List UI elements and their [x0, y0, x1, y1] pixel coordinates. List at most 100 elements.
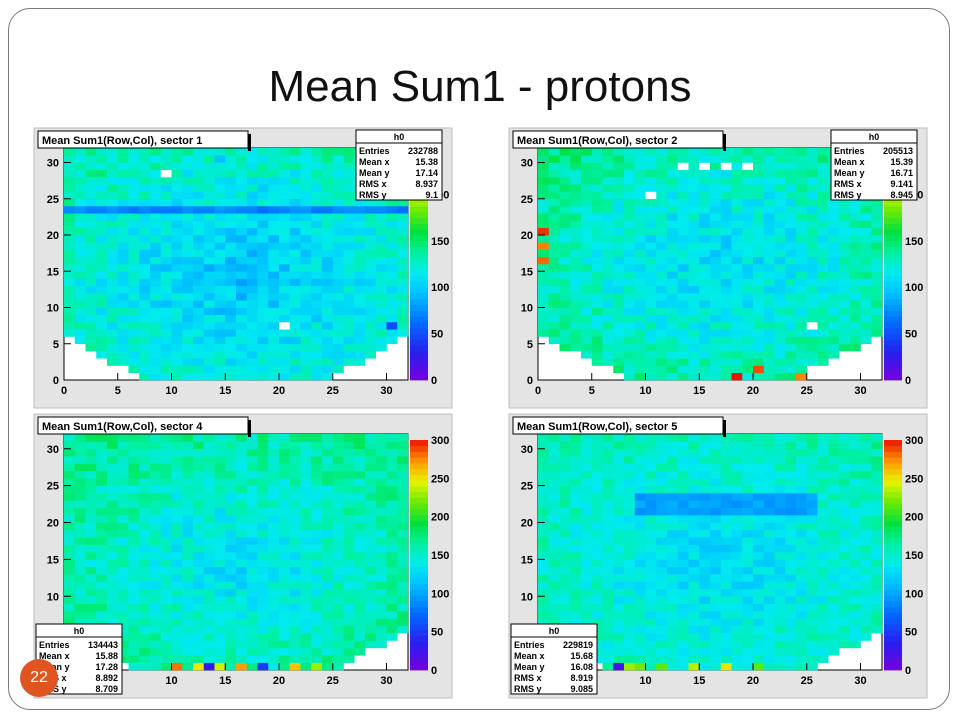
heatmap-cell — [763, 603, 775, 612]
heatmap-cell — [602, 213, 614, 221]
heatmap-cell — [139, 625, 151, 634]
heatmap-cell — [214, 470, 226, 479]
heatmap-cell — [634, 336, 646, 345]
heatmap-cell — [677, 285, 689, 294]
heatmap-cell — [160, 611, 172, 619]
heatmap-cell — [74, 537, 86, 545]
heatmap-cell — [710, 559, 722, 568]
heatmap-cell — [742, 329, 754, 337]
heatmap-cell — [860, 618, 872, 627]
heatmap-cell — [828, 611, 840, 619]
heatmap-cell — [742, 365, 754, 374]
heatmap-cell — [268, 184, 280, 192]
heatmap-cell — [849, 485, 861, 494]
heatmap-cell — [774, 655, 786, 663]
heatmap-cell — [182, 336, 194, 345]
heatmap-cell — [753, 566, 765, 575]
colorbar-segment — [884, 474, 902, 481]
colorbar-tick-label: 300 — [431, 435, 449, 447]
heatmap-cell — [634, 242, 646, 250]
heatmap-cell — [613, 647, 625, 656]
heatmap-cell — [365, 463, 377, 472]
heatmap-cell — [656, 329, 668, 337]
heatmap-cell — [236, 372, 248, 381]
heatmap-cell — [656, 351, 668, 359]
heatmap-cell — [645, 220, 657, 229]
heatmap-cell — [774, 242, 786, 250]
heatmap-cell — [742, 184, 754, 192]
heatmap-cell — [117, 213, 129, 221]
heatmap-cell — [343, 322, 355, 330]
heatmap-cell — [375, 478, 387, 486]
heatmap-cell — [268, 537, 280, 545]
heatmap-cell — [117, 256, 129, 265]
heatmap-cell — [731, 365, 743, 374]
heatmap-cell — [160, 596, 172, 604]
heatmap-cell — [720, 184, 732, 192]
heatmap-cell — [559, 588, 571, 597]
heatmap-cell — [322, 493, 334, 501]
heatmap-cell — [548, 184, 560, 192]
heatmap-cell — [236, 463, 248, 472]
heatmap-cell — [828, 448, 840, 457]
heatmap-cell — [193, 184, 205, 192]
stats-value: 17.28 — [95, 662, 118, 672]
heatmap-cell — [236, 365, 248, 374]
heatmap-cell — [225, 206, 237, 214]
heatmap-cell — [96, 256, 108, 265]
heatmap-cell — [74, 470, 86, 479]
heatmap-cell — [354, 485, 366, 494]
heatmap-cell — [785, 300, 797, 308]
heatmap-cell — [785, 529, 797, 538]
heatmap-cell — [602, 220, 614, 229]
heatmap-cell — [289, 470, 301, 479]
heatmap-cell — [720, 611, 732, 619]
heatmap-cell — [160, 177, 172, 185]
heatmap-cell — [763, 358, 775, 366]
heatmap-cell — [300, 633, 312, 641]
heatmap-cell — [182, 603, 194, 612]
heatmap-cell — [96, 537, 108, 545]
heatmap-cell — [860, 596, 872, 604]
heatmap-cell — [257, 456, 269, 464]
y-tick-label: 10 — [521, 303, 533, 315]
heatmap-cell — [117, 470, 129, 479]
heatmap-cell — [839, 206, 851, 214]
heatmap-cell — [107, 448, 119, 457]
heatmap-cell — [849, 493, 861, 501]
colorbar-segment — [410, 486, 428, 493]
heatmap-cell — [860, 588, 872, 597]
heatmap-cell — [559, 485, 571, 494]
heatmap-cell — [236, 285, 248, 294]
heatmap-cell — [602, 264, 614, 272]
heatmap-cell — [817, 655, 829, 663]
heatmap-cell — [225, 552, 237, 560]
heatmap-cell — [279, 206, 291, 214]
heatmap-cell — [354, 588, 366, 597]
heatmap-cell — [150, 463, 162, 472]
heatmap-cell — [538, 485, 550, 494]
heatmap-cell — [581, 552, 593, 560]
heatmap-cell — [624, 155, 636, 163]
heatmap-cell — [354, 574, 366, 582]
heatmap-cell — [559, 456, 571, 464]
heatmap-cell — [624, 662, 636, 671]
heatmap-cell — [763, 372, 775, 381]
heatmap-cell — [74, 478, 86, 486]
heatmap-cell — [386, 448, 398, 457]
heatmap-cell — [203, 537, 215, 545]
heatmap-cell — [96, 242, 108, 250]
heatmap-cell — [171, 625, 183, 634]
heatmap-cell — [365, 625, 377, 634]
heatmap-cell — [193, 500, 205, 509]
colorbar-segment — [410, 629, 428, 636]
heatmap-cell — [85, 559, 97, 568]
heatmap-cell — [397, 322, 409, 330]
heatmap-cell — [354, 647, 366, 656]
stats-value: 8.709 — [95, 684, 118, 694]
heatmap-cell — [806, 264, 818, 272]
colorbar-tick-label: 100 — [905, 588, 923, 600]
heatmap-cell — [343, 358, 355, 366]
heatmap-cell — [559, 322, 571, 330]
heatmap-cell — [85, 198, 97, 207]
